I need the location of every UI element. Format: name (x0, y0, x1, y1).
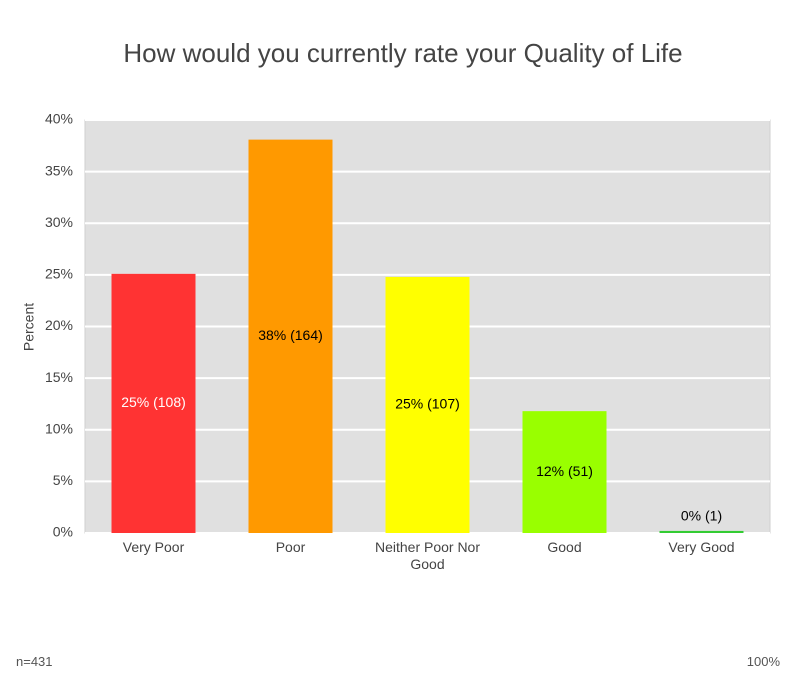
y-tick-label: 10% (45, 420, 73, 436)
x-tick-label: Very Good (668, 539, 735, 555)
y-tick-label: 35% (45, 162, 73, 178)
x-tick-label: Very Poor (122, 539, 185, 555)
data-label: 25% (108) (121, 394, 186, 410)
y-tick-label: 40% (45, 111, 73, 127)
bar (385, 276, 470, 533)
y-tick-label: 30% (45, 214, 73, 230)
footnote: n=431 (16, 654, 53, 669)
y-axis-label: Percent (21, 303, 37, 351)
data-label: 0% (1) (681, 508, 722, 524)
bar (659, 530, 744, 533)
y-tick-label: 0% (53, 524, 73, 540)
x-tick-label: Good (547, 539, 582, 555)
y-tick-label: 25% (45, 266, 73, 282)
footnote: 100% (746, 654, 780, 669)
chart-title: How would you currently rate your Qualit… (123, 38, 682, 68)
y-tick-label: 15% (45, 369, 73, 385)
y-tick-label: 5% (53, 472, 73, 488)
y-tick-label: 20% (45, 317, 73, 333)
bar (248, 139, 333, 533)
data-label: 12% (51) (536, 463, 593, 479)
bar (522, 411, 607, 533)
x-tick-label: Neither Poor Nor Good (374, 539, 481, 572)
data-label: 38% (164) (258, 327, 323, 343)
bar (111, 273, 196, 533)
x-tick-label: Poor (275, 539, 306, 555)
data-label: 25% (107) (395, 396, 460, 412)
